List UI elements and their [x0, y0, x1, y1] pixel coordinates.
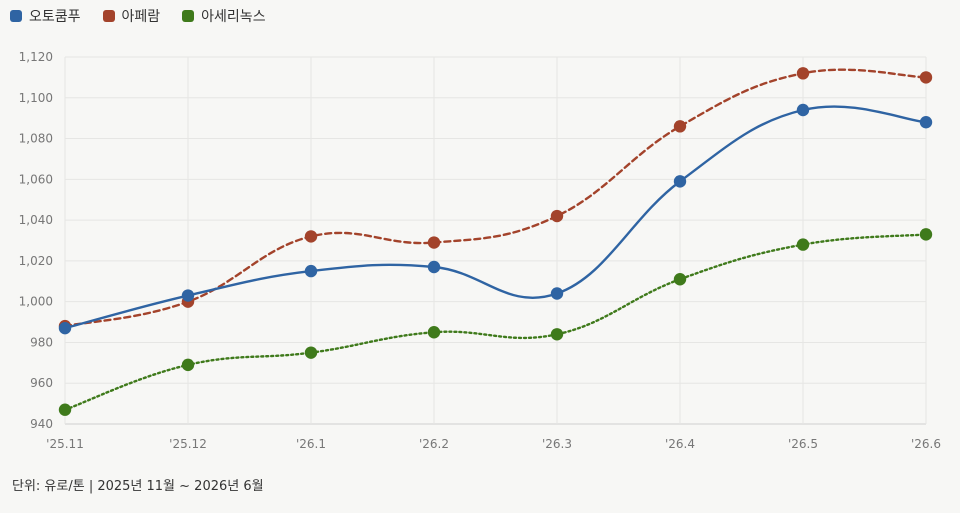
y-tick-label: 1,120	[19, 50, 53, 64]
data-point[interactable]	[427, 236, 441, 249]
data-point[interactable]	[427, 326, 441, 339]
data-point[interactable]	[796, 238, 810, 251]
y-tick-label: 960	[30, 376, 53, 390]
y-tick-label: 1,080	[19, 132, 53, 146]
data-point[interactable]	[919, 71, 933, 84]
data-point[interactable]	[796, 67, 810, 80]
x-tick-label: '26.4	[665, 437, 695, 451]
data-point[interactable]	[919, 228, 933, 241]
x-tick-label: '26.5	[788, 437, 818, 451]
data-point[interactable]	[673, 120, 687, 133]
y-tick-label: 1,060	[19, 172, 53, 186]
data-point[interactable]	[304, 264, 318, 278]
data-point[interactable]	[304, 346, 318, 359]
series-line	[63, 105, 928, 330]
x-tick-label: '26.1	[296, 437, 326, 451]
x-tick-label: '26.2	[419, 437, 449, 451]
data-point[interactable]	[304, 230, 318, 243]
legend-item-aperam[interactable]: 아페람	[102, 6, 161, 26]
data-point[interactable]	[550, 328, 564, 341]
x-axis-ticks: '25.11 '25.12 '26.1 '26.2 '26.3 '26.4 '26.5 '26…	[46, 437, 941, 451]
chart-legend: 오토쿰푸 아페람 아세리녹스	[10, 6, 288, 26]
data-point[interactable]	[427, 260, 441, 274]
series-line	[63, 68, 928, 328]
y-tick-label: 940	[30, 417, 53, 431]
x-tick-label: '25.11	[46, 437, 84, 451]
legend-label-aperam: 아페람	[121, 9, 161, 25]
legend-item-acerinox[interactable]: 아세리녹스	[182, 6, 266, 26]
x-tick-label: '26.3	[542, 437, 572, 451]
y-tick-label: 980	[30, 335, 53, 349]
data-point[interactable]	[58, 321, 72, 335]
x-tick-label: '25.12	[169, 437, 207, 451]
y-tick-label: 1,100	[19, 91, 53, 105]
data-point[interactable]	[181, 358, 195, 372]
legend-swatch-aperam	[102, 10, 115, 22]
legend-swatch-outokumpu	[10, 10, 22, 22]
legend-label-acerinox: 아세리녹스	[201, 9, 266, 25]
data-point[interactable]	[58, 403, 72, 416]
data-point[interactable]	[673, 175, 687, 188]
legend-label-outokumpu: 오토쿰푸	[29, 9, 81, 25]
data-point[interactable]	[796, 103, 810, 117]
y-tick-label: 1,040	[19, 213, 53, 227]
series-line	[63, 233, 928, 411]
data-point[interactable]	[550, 209, 564, 223]
data-point[interactable]	[673, 273, 687, 286]
y-tick-label: 1,020	[19, 254, 53, 268]
legend-swatch-acerinox	[182, 10, 195, 22]
chart-grid	[64, 56, 927, 425]
y-axis-ticks: 940 960 980 1,000 1,020 1,040 1,060 1,080 1,100 1…	[19, 50, 53, 431]
legend-item-outokumpu[interactable]: 오토쿰푸	[10, 6, 81, 26]
data-point[interactable]	[550, 287, 564, 300]
x-tick-label: '26.6	[911, 437, 941, 451]
line-chart: 940 960 980 1,000 1,020 1,040 1,060 1,080 1,100 1…	[19, 50, 941, 451]
chart-footer-note: 단위: 유로/톤 | 2025년 11월 ~ 2026년 6월	[12, 479, 264, 494]
y-tick-label: 1,000	[19, 295, 53, 309]
data-point[interactable]	[181, 289, 195, 302]
chart-series	[58, 67, 933, 416]
data-point[interactable]	[919, 116, 933, 129]
